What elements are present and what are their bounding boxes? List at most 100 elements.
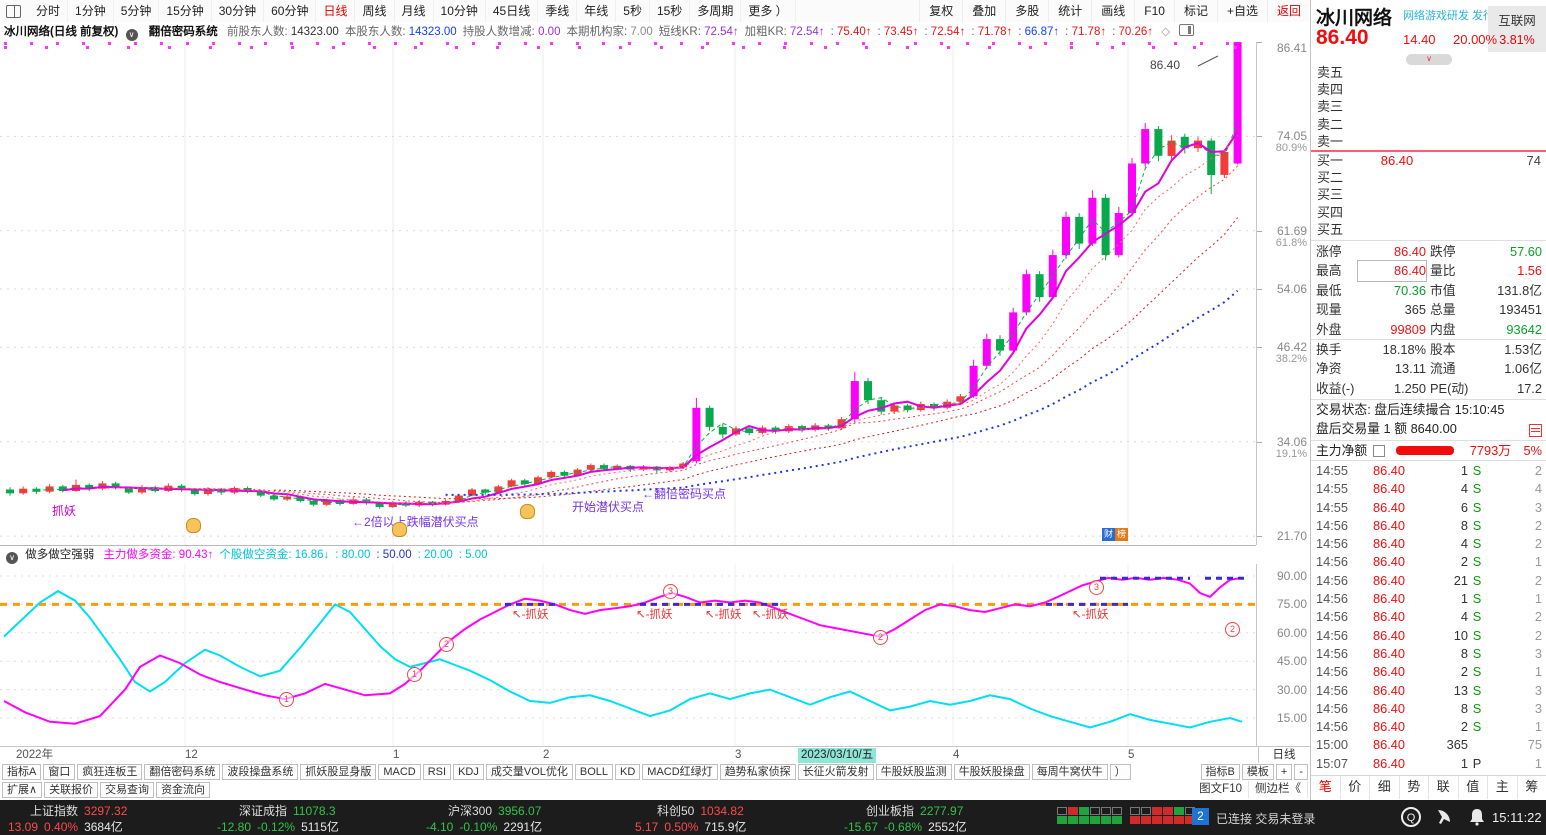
collapse-pill[interactable]: ∨ xyxy=(1406,54,1452,65)
indicator-canvas[interactable] xyxy=(0,564,1256,746)
indicator-tab-牛股妖股操盘[interactable]: 牛股妖股操盘 xyxy=(953,764,1030,780)
period-tab-5秒[interactable]: 5秒 xyxy=(616,0,650,22)
toolbar-叠加[interactable]: 叠加 xyxy=(962,0,1005,22)
index-上证指数[interactable]: 上证指数 3297.32 13.09 0.40% 3684亿 xyxy=(8,804,128,834)
trade-row[interactable]: 14:56 86.40 8 S 3 xyxy=(1316,645,1542,661)
trade-row[interactable]: 14:55 86.40 4 S 4 xyxy=(1316,481,1542,497)
trade-row[interactable]: 14:55 86.40 6 S 3 xyxy=(1316,499,1542,515)
quote-tab-主[interactable]: 主 xyxy=(1488,776,1518,799)
collapse-circle-icon[interactable]: ∨ xyxy=(125,29,138,41)
indicator-tab-MACD[interactable]: MACD xyxy=(378,764,421,780)
index-创业板指[interactable]: 创业板指 2277.97 -15.67 -0.68% 2552亿 xyxy=(844,804,967,834)
trade-row[interactable]: 14:56 86.40 8 S 2 xyxy=(1316,517,1542,533)
period-tab-45日线[interactable]: 45日线 xyxy=(486,0,539,22)
after-hours-icon[interactable] xyxy=(1529,424,1542,437)
panel-toggle-icon[interactable] xyxy=(1179,24,1195,36)
trade-row[interactable]: 15:07 86.40 1 P 1 xyxy=(1316,755,1542,771)
toolbar-画线[interactable]: 画线 xyxy=(1091,0,1134,22)
app-logo-icon[interactable]: Q xyxy=(1400,806,1422,828)
notification-badge[interactable]: 2 xyxy=(1192,808,1209,825)
period-tab-15分钟[interactable]: 15分钟 xyxy=(159,0,212,22)
period-tab-5分钟[interactable]: 5分钟 xyxy=(114,0,160,22)
indicator-tab-抓妖股显身版[interactable]: 抓妖股显身版 xyxy=(300,764,377,780)
quote-tab-价[interactable]: 价 xyxy=(1341,776,1370,799)
quote-tab-联[interactable]: 联 xyxy=(1429,776,1459,799)
indicator-tab-KDJ[interactable]: KDJ xyxy=(453,764,484,780)
period-tab-15秒[interactable]: 15秒 xyxy=(650,0,691,22)
panel-tab-资金流向[interactable]: 资金流向 xyxy=(156,782,211,798)
period-tab-30分钟[interactable]: 30分钟 xyxy=(212,0,265,22)
indicator-tab-BOLL[interactable]: BOLL xyxy=(574,764,614,780)
quote-tab-势[interactable]: 势 xyxy=(1400,776,1429,799)
axis-period-box[interactable]: 日线 xyxy=(1258,747,1309,763)
finance-rank-icon[interactable]: 财榜 xyxy=(1102,528,1128,541)
trade-row[interactable]: 14:56 86.40 2 S 1 xyxy=(1316,664,1542,680)
indicator-tab-模板[interactable]: 模板 xyxy=(1241,764,1274,780)
indicator-tab-翻倍密码系统[interactable]: 翻倍密码系统 xyxy=(144,764,221,780)
trade-row[interactable]: 14:56 86.40 13 S 3 xyxy=(1316,682,1542,698)
sector-badge[interactable]: 互联网 3.81% xyxy=(1488,6,1546,52)
trade-row[interactable]: 15:00 86.40 365 75 xyxy=(1316,737,1542,753)
indicator-tab-窗口[interactable]: 窗口 xyxy=(43,764,76,780)
quote-tab-细[interactable]: 细 xyxy=(1370,776,1400,799)
toolbar-多股[interactable]: 多股 xyxy=(1005,0,1048,22)
period-tab-10分钟[interactable]: 10分钟 xyxy=(434,0,486,22)
trade-row[interactable]: 14:56 86.40 21 S 2 xyxy=(1316,572,1542,588)
trade-row[interactable]: 14:56 86.40 8 S 3 xyxy=(1316,700,1542,716)
market-heatmap[interactable] xyxy=(1057,807,1195,824)
toolbar-复权[interactable]: 复权 xyxy=(919,0,962,22)
period-tab-分时[interactable]: 分时 xyxy=(29,0,69,22)
period-tab-日线[interactable]: 日线 xyxy=(316,0,356,22)
tick-trade-list[interactable]: 14:55 86.40 1 S 2 14:55 86.40 4 S 4 14:55 86.40 6 S 3 1… xyxy=(1311,462,1546,773)
indicator-tab-疯狂连板王[interactable]: 疯狂连板王 xyxy=(77,764,143,780)
indicator-tab-趋势私家侦探[interactable]: 趋势私家侦探 xyxy=(719,764,796,780)
indicator-tab-MACD红绿灯[interactable]: MACD红绿灯 xyxy=(642,764,718,780)
period-tab-更多 ）[interactable]: 更多 ） xyxy=(741,0,796,22)
main-net-icon[interactable] xyxy=(1373,445,1385,457)
panel-tab-侧边栏《[interactable]: 侧边栏《 xyxy=(1249,781,1308,798)
indicator-tab-）[interactable]: ） xyxy=(1109,764,1131,780)
indicator-tab-牛股妖股监测[interactable]: 牛股妖股监测 xyxy=(875,764,952,780)
trade-row[interactable]: 14:56 86.40 2 S 1 xyxy=(1316,719,1542,735)
period-tab-季线[interactable]: 季线 xyxy=(538,0,578,22)
index-沪深300[interactable]: 沪深300 3956.07 -4.10 -0.10% 2291亿 xyxy=(426,804,543,834)
candlestick-canvas[interactable] xyxy=(0,42,1256,545)
main-chart[interactable]: 抓妖 ←2倍以上跌幅潜伏买点 开始潜伏买点 ←翻倍密码买点 86.40 财榜 xyxy=(0,42,1256,545)
indicator-tab-指标B[interactable]: 指标B xyxy=(1200,764,1240,780)
bell-icon[interactable] xyxy=(1466,806,1488,828)
quote-tab-筹[interactable]: 筹 xyxy=(1518,776,1546,799)
trade-row[interactable]: 14:56 86.40 4 S 2 xyxy=(1316,536,1542,552)
indicator-collapse-icon[interactable]: ∨ xyxy=(6,552,18,564)
period-tab-周线[interactable]: 周线 xyxy=(355,0,395,22)
indicator-tab-每周牛窝伏牛[interactable]: 每周牛窝伏牛 xyxy=(1031,764,1108,780)
quote-tab-值[interactable]: 值 xyxy=(1459,776,1488,799)
toolbar-+自选[interactable]: +自选 xyxy=(1216,0,1267,22)
window-layout-icon[interactable] xyxy=(6,4,21,18)
satellite-dish-icon[interactable] xyxy=(1434,806,1456,828)
period-tab-1分钟[interactable]: 1分钟 xyxy=(68,0,114,22)
panel-tab-扩展∧[interactable]: 扩展∧ xyxy=(2,782,43,798)
toolbar-F10[interactable]: F10 xyxy=(1134,0,1174,22)
panel-tab-交易查询[interactable]: 交易查询 xyxy=(100,782,155,798)
panel-tab-关联报价[interactable]: 关联报价 xyxy=(44,782,99,798)
indicator-tab-指标A[interactable]: 指标A xyxy=(2,764,42,780)
indicator-tab-波段操盘系统[interactable]: 波段操盘系统 xyxy=(222,764,299,780)
indicator-tab-+[interactable]: + xyxy=(1275,764,1293,780)
indicator-tab-长征火箭发射[interactable]: 长征火箭发射 xyxy=(797,764,874,780)
period-tab-60分钟[interactable]: 60分钟 xyxy=(264,0,317,22)
period-tab-多周期[interactable]: 多周期 xyxy=(690,0,742,22)
index-深证成指[interactable]: 深证成指 11078.3 -12.80 -0.12% 5115亿 xyxy=(217,804,339,834)
indicator-tab-RSI[interactable]: RSI xyxy=(422,764,452,780)
toolbar-统计[interactable]: 统计 xyxy=(1048,0,1091,22)
indicator-tab-成交量VOL优化[interactable]: 成交量VOL优化 xyxy=(485,764,573,780)
indicator-tab-KD[interactable]: KD xyxy=(615,764,641,780)
toolbar-标记[interactable]: 标记 xyxy=(1173,0,1217,22)
trade-row[interactable]: 14:55 86.40 1 S 2 xyxy=(1316,463,1542,478)
index-科创50[interactable]: 科创50 1034.82 5.17 0.50% 715.9亿 xyxy=(635,804,747,834)
period-tab-月线[interactable]: 月线 xyxy=(395,0,434,22)
indicator-tab--[interactable]: - xyxy=(1294,764,1308,780)
trade-row[interactable]: 14:56 86.40 10 S 2 xyxy=(1316,627,1542,643)
panel-tab-图文F10[interactable]: 图文F10 xyxy=(1193,781,1249,798)
trade-row[interactable]: 14:56 86.40 1 S 1 xyxy=(1316,591,1542,607)
quote-tab-笔[interactable]: 笔 xyxy=(1311,776,1341,799)
